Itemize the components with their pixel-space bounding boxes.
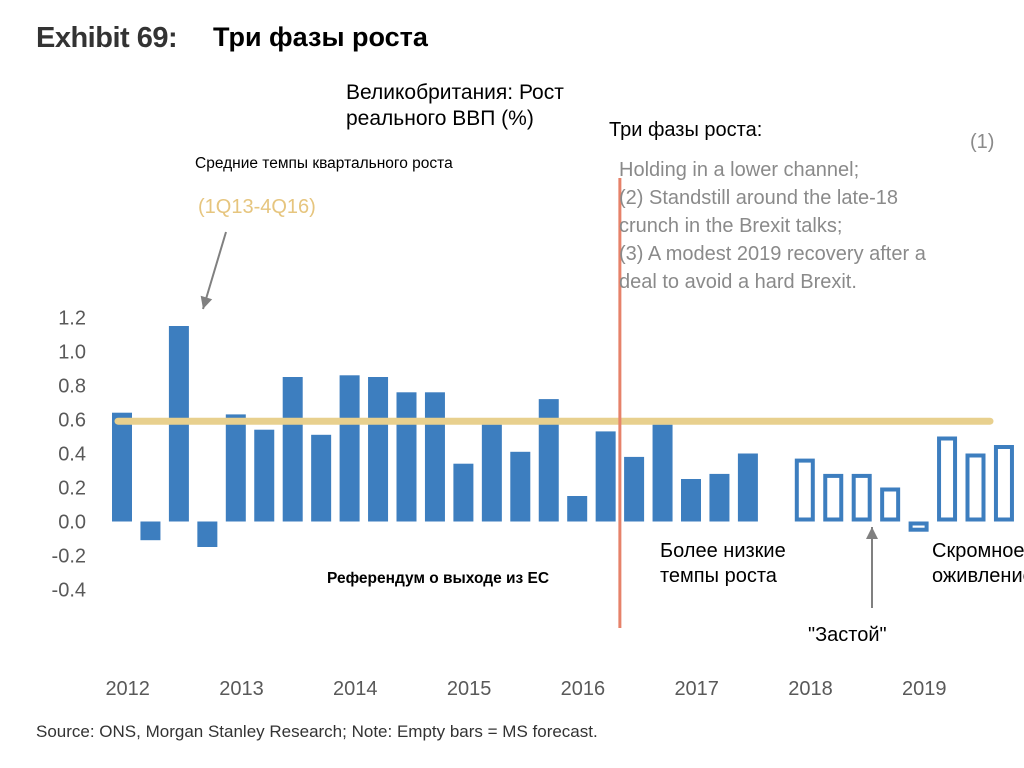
phase-line: Holding in a lower channel; (619, 159, 860, 181)
y-tick-label: -0.4 (52, 580, 86, 602)
bar-2Q17 (709, 473, 730, 522)
phases-number: (1) (970, 131, 995, 153)
bar-2Q16 (595, 431, 616, 522)
bar-3Q15 (510, 451, 531, 522)
bar-3Q16 (624, 456, 645, 522)
forecast-bar-1Q19 (908, 521, 929, 532)
bar-4Q13 (311, 434, 332, 522)
bar-3Q13 (282, 377, 303, 522)
phase-line: deal to avoid a hard Brexit. (619, 271, 857, 293)
forecast-bar-1Q18 (794, 458, 815, 522)
bar-3Q14 (396, 392, 417, 522)
forecast-bar-4Q18 (880, 487, 901, 522)
x-tick-label: 2019 (902, 678, 947, 700)
bar-1Q14 (339, 375, 360, 522)
x-tick-label: 2014 (333, 678, 378, 700)
x-tick-label: 2013 (219, 678, 264, 700)
bar-1Q13 (225, 414, 246, 522)
chart-subtitle: Великобритания: Рост реального ВВП (%) (346, 81, 564, 130)
bar-3Q17 (737, 453, 758, 522)
average-period-label: (1Q13-4Q16) (198, 196, 316, 218)
x-tick-label: 2018 (788, 678, 833, 700)
y-tick-label: 0.6 (58, 410, 86, 432)
bar-4Q12 (197, 521, 218, 547)
phases-description: Holding in a lower channel; (2) Standsti… (619, 156, 1019, 296)
lower-growth-label: Более низкие темпы роста (660, 540, 786, 587)
phase-line: (2) Standstill around the late-18 (619, 187, 899, 209)
exhibit-label: Exhibit 69: (36, 22, 178, 54)
x-tick-label: 2012 (105, 678, 150, 700)
forecast-bar-2Q18 (823, 473, 844, 522)
page-title: Три фазы роста (213, 22, 428, 52)
bar-1Q16 (567, 496, 588, 522)
bar-1Q15 (453, 463, 474, 522)
y-tick-label: 0.8 (58, 376, 86, 398)
average-arrow (200, 231, 227, 310)
y-tick-label: 0.4 (58, 444, 86, 466)
y-tick-label: -0.2 (52, 546, 86, 568)
bar-2Q13 (254, 429, 275, 522)
x-tick-label: 2016 (561, 678, 606, 700)
bar-1Q12 (112, 412, 132, 522)
phase-line: (3) A modest 2019 recovery after a (619, 243, 926, 265)
bar-2Q14 (368, 377, 389, 522)
x-tick-label: 2015 (447, 678, 492, 700)
y-tick-label: 1.2 (58, 308, 86, 330)
recovery-label: Скромное оживление (932, 540, 1024, 587)
bar-4Q14 (424, 392, 445, 522)
forecast-bar-2Q19 (937, 436, 958, 522)
standstill-label: "Застой" (808, 624, 887, 646)
bar-4Q16 (652, 424, 673, 522)
referendum-label: Референдум о выходе из ЕС (327, 570, 550, 587)
bar-4Q15 (538, 399, 559, 522)
standstill-arrow (866, 527, 878, 608)
bar-2Q15 (481, 424, 502, 522)
forecast-bar-3Q19 (965, 453, 986, 522)
average-growth-label: Средние темпы квартального роста (195, 155, 453, 172)
x-tick-label: 2017 (674, 678, 719, 700)
bar-2Q12 (140, 521, 161, 541)
y-tick-label: 1.0 (58, 342, 86, 364)
bar-1Q17 (681, 479, 701, 522)
source-note: Source: ONS, Morgan Stanley Research; No… (36, 722, 598, 741)
phases-title: Три фазы роста: (609, 119, 763, 141)
y-tick-label: 0.2 (58, 478, 86, 500)
y-tick-label: 0.0 (58, 512, 86, 534)
forecast-bar-3Q18 (851, 473, 872, 522)
phase-line: crunch in the Brexit talks; (619, 215, 843, 237)
forecast-bar-4Q19 (993, 445, 1014, 522)
